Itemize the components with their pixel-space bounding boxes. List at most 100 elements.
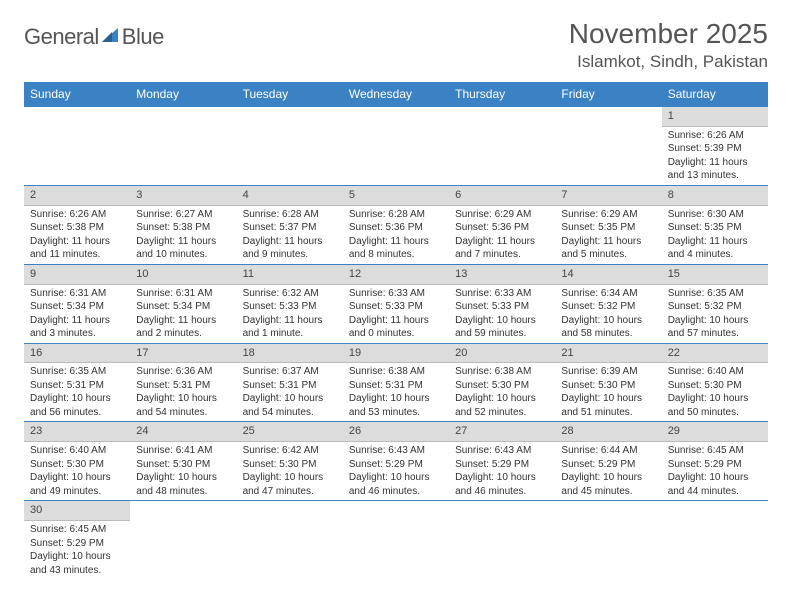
day-detail-line: Sunset: 5:30 PM bbox=[30, 458, 124, 472]
day-details: Sunrise: 6:37 AMSunset: 5:31 PMDaylight:… bbox=[237, 363, 343, 421]
calendar-cell: 5Sunrise: 6:28 AMSunset: 5:36 PMDaylight… bbox=[343, 185, 449, 264]
calendar-cell: 11Sunrise: 6:32 AMSunset: 5:33 PMDayligh… bbox=[237, 264, 343, 343]
day-header: Sunday bbox=[24, 82, 130, 107]
calendar-cell: 20Sunrise: 6:38 AMSunset: 5:30 PMDayligh… bbox=[449, 343, 555, 422]
day-detail-line: Sunset: 5:38 PM bbox=[136, 221, 230, 235]
calendar-cell-empty bbox=[449, 107, 555, 185]
day-detail-line: Sunrise: 6:32 AM bbox=[243, 287, 337, 301]
day-detail-line: Sunset: 5:37 PM bbox=[243, 221, 337, 235]
day-detail-line: Daylight: 11 hours and 9 minutes. bbox=[243, 235, 337, 262]
calendar-cell: 18Sunrise: 6:37 AMSunset: 5:31 PMDayligh… bbox=[237, 343, 343, 422]
calendar-cell: 24Sunrise: 6:41 AMSunset: 5:30 PMDayligh… bbox=[130, 422, 236, 501]
day-detail-line: Daylight: 11 hours and 10 minutes. bbox=[136, 235, 230, 262]
day-detail-line: Daylight: 10 hours and 44 minutes. bbox=[668, 471, 762, 498]
day-details: Sunrise: 6:27 AMSunset: 5:38 PMDaylight:… bbox=[130, 206, 236, 264]
day-detail-line: Sunset: 5:32 PM bbox=[561, 300, 655, 314]
calendar-row: 1Sunrise: 6:26 AMSunset: 5:39 PMDaylight… bbox=[24, 107, 768, 185]
calendar-cell: 16Sunrise: 6:35 AMSunset: 5:31 PMDayligh… bbox=[24, 343, 130, 422]
calendar-cell: 1Sunrise: 6:26 AMSunset: 5:39 PMDaylight… bbox=[662, 107, 768, 185]
day-details: Sunrise: 6:36 AMSunset: 5:31 PMDaylight:… bbox=[130, 363, 236, 421]
day-details: Sunrise: 6:39 AMSunset: 5:30 PMDaylight:… bbox=[555, 363, 661, 421]
day-detail-line: Sunset: 5:35 PM bbox=[668, 221, 762, 235]
calendar-cell-empty bbox=[237, 501, 343, 579]
day-detail-line: Sunset: 5:32 PM bbox=[668, 300, 762, 314]
day-header: Friday bbox=[555, 82, 661, 107]
day-number: 5 bbox=[343, 186, 449, 206]
day-number: 14 bbox=[555, 265, 661, 285]
day-number: 6 bbox=[449, 186, 555, 206]
day-detail-line: Sunset: 5:30 PM bbox=[243, 458, 337, 472]
calendar-row: 9Sunrise: 6:31 AMSunset: 5:34 PMDaylight… bbox=[24, 264, 768, 343]
day-detail-line: Daylight: 11 hours and 2 minutes. bbox=[136, 314, 230, 341]
day-details: Sunrise: 6:45 AMSunset: 5:29 PMDaylight:… bbox=[24, 521, 130, 579]
day-detail-line: Daylight: 11 hours and 13 minutes. bbox=[668, 156, 762, 183]
calendar-row: 2Sunrise: 6:26 AMSunset: 5:38 PMDaylight… bbox=[24, 185, 768, 264]
day-detail-line: Sunrise: 6:35 AM bbox=[668, 287, 762, 301]
day-detail-line: Daylight: 10 hours and 51 minutes. bbox=[561, 392, 655, 419]
day-detail-line: Sunrise: 6:37 AM bbox=[243, 365, 337, 379]
day-detail-line: Sunset: 5:31 PM bbox=[30, 379, 124, 393]
day-detail-line: Sunset: 5:35 PM bbox=[561, 221, 655, 235]
day-details: Sunrise: 6:44 AMSunset: 5:29 PMDaylight:… bbox=[555, 442, 661, 500]
day-detail-line: Daylight: 10 hours and 43 minutes. bbox=[30, 550, 124, 577]
day-detail-line: Sunset: 5:36 PM bbox=[349, 221, 443, 235]
day-detail-line: Sunrise: 6:43 AM bbox=[455, 444, 549, 458]
calendar-cell-empty bbox=[449, 501, 555, 579]
day-detail-line: Daylight: 10 hours and 54 minutes. bbox=[243, 392, 337, 419]
day-details: Sunrise: 6:31 AMSunset: 5:34 PMDaylight:… bbox=[24, 285, 130, 343]
day-number: 2 bbox=[24, 186, 130, 206]
day-detail-line: Daylight: 10 hours and 52 minutes. bbox=[455, 392, 549, 419]
calendar-cell: 4Sunrise: 6:28 AMSunset: 5:37 PMDaylight… bbox=[237, 185, 343, 264]
day-detail-line: Daylight: 10 hours and 54 minutes. bbox=[136, 392, 230, 419]
day-number: 18 bbox=[237, 344, 343, 364]
day-number: 30 bbox=[24, 501, 130, 521]
day-detail-line: Sunset: 5:29 PM bbox=[349, 458, 443, 472]
day-detail-line: Sunrise: 6:38 AM bbox=[349, 365, 443, 379]
day-number: 8 bbox=[662, 186, 768, 206]
day-details: Sunrise: 6:43 AMSunset: 5:29 PMDaylight:… bbox=[343, 442, 449, 500]
calendar-cell: 26Sunrise: 6:43 AMSunset: 5:29 PMDayligh… bbox=[343, 422, 449, 501]
day-detail-line: Sunrise: 6:38 AM bbox=[455, 365, 549, 379]
day-detail-line: Daylight: 11 hours and 1 minute. bbox=[243, 314, 337, 341]
brand-part1: General bbox=[24, 24, 99, 50]
day-detail-line: Sunrise: 6:29 AM bbox=[455, 208, 549, 222]
day-details: Sunrise: 6:28 AMSunset: 5:37 PMDaylight:… bbox=[237, 206, 343, 264]
day-detail-line: Sunrise: 6:44 AM bbox=[561, 444, 655, 458]
brand-logo: General Blue bbox=[24, 18, 164, 50]
day-number: 11 bbox=[237, 265, 343, 285]
day-details: Sunrise: 6:31 AMSunset: 5:34 PMDaylight:… bbox=[130, 285, 236, 343]
day-number: 29 bbox=[662, 422, 768, 442]
day-number: 27 bbox=[449, 422, 555, 442]
day-detail-line: Daylight: 10 hours and 45 minutes. bbox=[561, 471, 655, 498]
calendar-cell-empty bbox=[130, 107, 236, 185]
day-detail-line: Sunset: 5:39 PM bbox=[668, 142, 762, 156]
day-header: Saturday bbox=[662, 82, 768, 107]
day-detail-line: Sunrise: 6:30 AM bbox=[668, 208, 762, 222]
day-detail-line: Sunset: 5:30 PM bbox=[136, 458, 230, 472]
day-header: Tuesday bbox=[237, 82, 343, 107]
day-details: Sunrise: 6:29 AMSunset: 5:36 PMDaylight:… bbox=[449, 206, 555, 264]
day-number: 26 bbox=[343, 422, 449, 442]
day-details: Sunrise: 6:35 AMSunset: 5:32 PMDaylight:… bbox=[662, 285, 768, 343]
calendar-table: SundayMondayTuesdayWednesdayThursdayFrid… bbox=[24, 82, 768, 579]
calendar-cell: 2Sunrise: 6:26 AMSunset: 5:38 PMDaylight… bbox=[24, 185, 130, 264]
calendar-cell: 27Sunrise: 6:43 AMSunset: 5:29 PMDayligh… bbox=[449, 422, 555, 501]
day-number: 7 bbox=[555, 186, 661, 206]
day-details: Sunrise: 6:26 AMSunset: 5:39 PMDaylight:… bbox=[662, 127, 768, 185]
day-header: Wednesday bbox=[343, 82, 449, 107]
day-detail-line: Sunrise: 6:31 AM bbox=[136, 287, 230, 301]
day-detail-line: Sunset: 5:30 PM bbox=[561, 379, 655, 393]
day-number: 19 bbox=[343, 344, 449, 364]
day-detail-line: Daylight: 11 hours and 7 minutes. bbox=[455, 235, 549, 262]
day-detail-line: Sunrise: 6:36 AM bbox=[136, 365, 230, 379]
day-detail-line: Sunset: 5:29 PM bbox=[668, 458, 762, 472]
day-number: 13 bbox=[449, 265, 555, 285]
day-detail-line: Sunrise: 6:26 AM bbox=[668, 129, 762, 143]
day-number: 9 bbox=[24, 265, 130, 285]
day-detail-line: Daylight: 11 hours and 11 minutes. bbox=[30, 235, 124, 262]
day-detail-line: Sunrise: 6:43 AM bbox=[349, 444, 443, 458]
calendar-cell: 21Sunrise: 6:39 AMSunset: 5:30 PMDayligh… bbox=[555, 343, 661, 422]
calendar-cell: 9Sunrise: 6:31 AMSunset: 5:34 PMDaylight… bbox=[24, 264, 130, 343]
day-detail-line: Sunrise: 6:34 AM bbox=[561, 287, 655, 301]
calendar-cell: 23Sunrise: 6:40 AMSunset: 5:30 PMDayligh… bbox=[24, 422, 130, 501]
